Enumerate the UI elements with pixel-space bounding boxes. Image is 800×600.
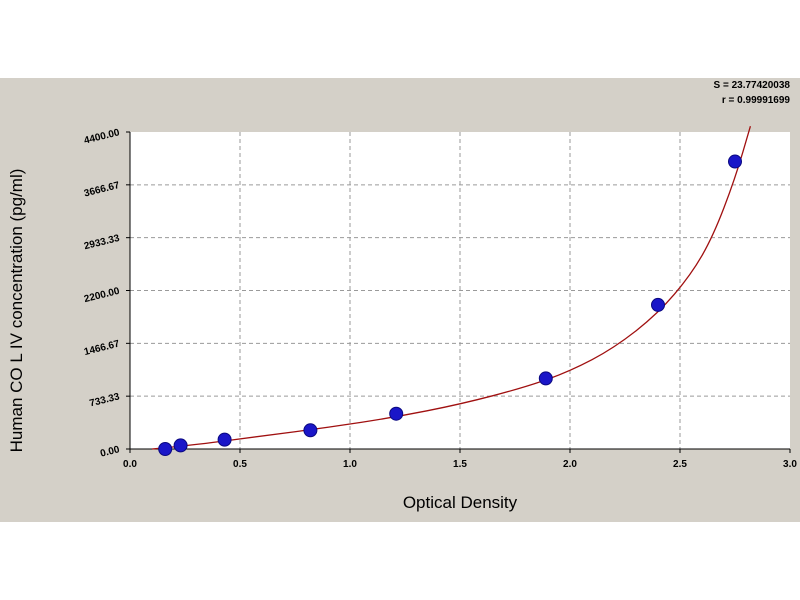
x-tick-label: 1.0 [343, 459, 357, 470]
data-point [651, 297, 665, 312]
data-point [538, 371, 553, 386]
chart: 0.0 0.5 1.0 1.5 2.0 2.5 3.0 0.00 733.33 1466.67 2… [0, 78, 800, 522]
fit-stat-s: S = 23.77420038 [714, 80, 791, 91]
x-axis-title: Optical Density [403, 493, 518, 512]
y-axis-title: Human CO L IV concentration (pg/ml) [7, 169, 26, 453]
data-point [303, 423, 318, 438]
data-point [389, 406, 404, 421]
y-tick-label: 4400.00 [83, 127, 121, 147]
data-point [158, 442, 173, 456]
grid-lines [130, 132, 790, 449]
data-points [158, 154, 742, 456]
fit-stat-r: r = 0.99991699 [722, 95, 791, 106]
data-point [728, 154, 742, 169]
y-tick-label: 2200.00 [83, 286, 121, 306]
data-point [173, 438, 188, 453]
axes [126, 131, 791, 453]
y-tick-label: 733.33 [88, 391, 121, 409]
y-tick-label: 2933.33 [83, 233, 121, 253]
x-tick-label: 0.0 [123, 459, 137, 470]
chart-panel: 0.0 0.5 1.0 1.5 2.0 2.5 3.0 0.00 733.33 1466.67 2… [0, 78, 800, 522]
y-tick-labels: 0.00 733.33 1466.67 2200.00 2933.33 3666.67 44… [83, 127, 121, 459]
y-tick-label: 0.00 [99, 444, 121, 459]
y-tick-label: 3666.67 [83, 180, 121, 200]
x-tick-label: 3.0 [783, 459, 797, 470]
x-tick-label: 2.5 [673, 459, 687, 470]
x-tick-labels: 0.0 0.5 1.0 1.5 2.0 2.5 3.0 [123, 459, 797, 470]
data-point [217, 432, 232, 447]
y-tick-label: 1466.67 [83, 338, 121, 358]
fit-curve [151, 126, 752, 450]
x-tick-label: 0.5 [233, 459, 247, 470]
x-tick-label: 1.5 [453, 459, 467, 470]
x-tick-label: 2.0 [563, 459, 577, 470]
